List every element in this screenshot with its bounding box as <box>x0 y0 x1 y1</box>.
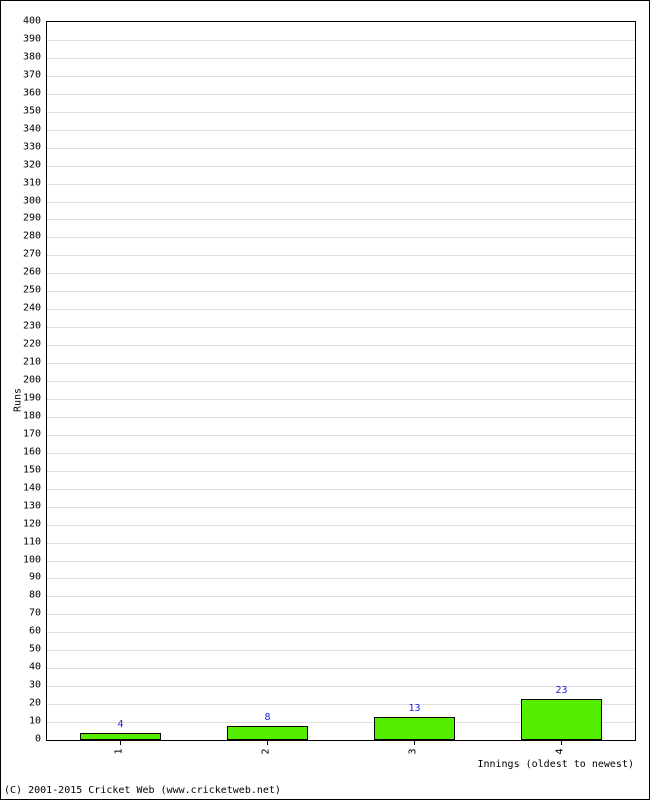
y-tick-label: 0 <box>11 734 41 745</box>
y-tick-label: 220 <box>11 339 41 350</box>
gridline <box>47 578 635 579</box>
gridline <box>47 453 635 454</box>
y-tick-label: 180 <box>11 410 41 421</box>
y-tick-label: 50 <box>11 644 41 655</box>
x-tick-mark <box>414 741 415 745</box>
gridline <box>47 40 635 41</box>
gridline <box>47 237 635 238</box>
y-tick-label: 60 <box>11 626 41 637</box>
y-tick-label: 390 <box>11 33 41 44</box>
gridline <box>47 76 635 77</box>
y-tick-label: 210 <box>11 357 41 368</box>
y-tick-label: 310 <box>11 177 41 188</box>
x-tick-label: 1 <box>113 748 124 754</box>
y-tick-label: 150 <box>11 464 41 475</box>
y-tick-label: 200 <box>11 375 41 386</box>
gridline <box>47 686 635 687</box>
gridline <box>47 112 635 113</box>
bar <box>227 726 308 740</box>
gridline <box>47 435 635 436</box>
y-tick-label: 380 <box>11 51 41 62</box>
gridline <box>47 148 635 149</box>
copyright-text: (C) 2001-2015 Cricket Web (www.cricketwe… <box>4 785 281 796</box>
gridline <box>47 130 635 131</box>
gridline <box>47 399 635 400</box>
y-tick-label: 240 <box>11 303 41 314</box>
y-tick-label: 250 <box>11 285 41 296</box>
gridline <box>47 632 635 633</box>
y-tick-label: 340 <box>11 123 41 134</box>
y-tick-label: 190 <box>11 392 41 403</box>
gridline <box>47 94 635 95</box>
bar-value-label: 4 <box>117 719 123 730</box>
y-tick-label: 330 <box>11 141 41 152</box>
gridline <box>47 363 635 364</box>
gridline <box>47 381 635 382</box>
gridline <box>47 309 635 310</box>
gridline <box>47 184 635 185</box>
y-tick-label: 370 <box>11 69 41 80</box>
chart-container: 481323 Runs Innings (oldest to newest) (… <box>0 0 650 800</box>
x-tick-mark <box>561 741 562 745</box>
gridline <box>47 202 635 203</box>
x-tick-mark <box>120 741 121 745</box>
bar-value-label: 23 <box>555 685 567 696</box>
y-tick-label: 360 <box>11 87 41 98</box>
gridline <box>47 507 635 508</box>
gridline <box>47 596 635 597</box>
gridline <box>47 58 635 59</box>
gridline <box>47 668 635 669</box>
y-tick-label: 120 <box>11 518 41 529</box>
gridline <box>47 417 635 418</box>
x-tick-label: 3 <box>407 748 418 754</box>
y-tick-label: 260 <box>11 267 41 278</box>
y-tick-label: 10 <box>11 716 41 727</box>
gridline <box>47 471 635 472</box>
bar-value-label: 8 <box>264 712 270 723</box>
gridline <box>47 255 635 256</box>
gridline <box>47 650 635 651</box>
y-tick-label: 280 <box>11 231 41 242</box>
gridline <box>47 561 635 562</box>
gridline <box>47 291 635 292</box>
x-tick-label: 4 <box>554 748 565 754</box>
y-tick-label: 230 <box>11 321 41 332</box>
bar-value-label: 13 <box>408 703 420 714</box>
bar <box>374 717 455 740</box>
plot-area: 4 8 13 23 <box>46 21 636 741</box>
bar <box>80 733 161 740</box>
y-tick-label: 30 <box>11 680 41 691</box>
y-tick-label: 170 <box>11 428 41 439</box>
y-tick-label: 100 <box>11 554 41 565</box>
y-tick-label: 40 <box>11 662 41 673</box>
y-tick-label: 20 <box>11 698 41 709</box>
y-tick-label: 400 <box>11 16 41 27</box>
y-tick-label: 290 <box>11 213 41 224</box>
gridline <box>47 166 635 167</box>
gridline <box>47 273 635 274</box>
gridline <box>47 489 635 490</box>
y-tick-label: 110 <box>11 536 41 547</box>
bar <box>521 699 602 740</box>
y-tick-label: 350 <box>11 105 41 116</box>
y-tick-label: 270 <box>11 249 41 260</box>
gridline <box>47 219 635 220</box>
x-tick-mark <box>267 741 268 745</box>
y-tick-label: 320 <box>11 159 41 170</box>
gridline <box>47 525 635 526</box>
y-tick-label: 90 <box>11 572 41 583</box>
gridline <box>47 327 635 328</box>
y-tick-label: 140 <box>11 482 41 493</box>
x-tick-label: 2 <box>260 748 271 754</box>
y-tick-label: 80 <box>11 590 41 601</box>
y-tick-label: 160 <box>11 446 41 457</box>
y-tick-label: 70 <box>11 608 41 619</box>
gridline <box>47 614 635 615</box>
y-tick-label: 130 <box>11 500 41 511</box>
y-tick-label: 300 <box>11 195 41 206</box>
gridline <box>47 543 635 544</box>
gridline <box>47 345 635 346</box>
x-axis-label: Innings (oldest to newest) <box>477 759 634 770</box>
